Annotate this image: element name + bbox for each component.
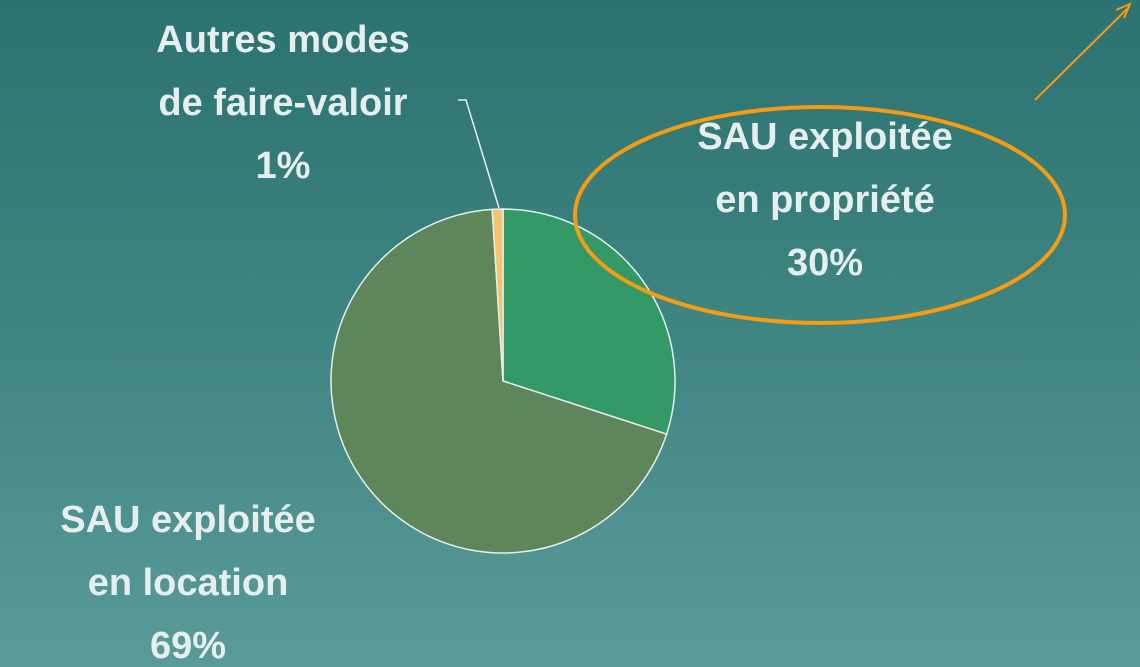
value-label: 69% bbox=[149, 625, 227, 667]
category-label: SAU exploitée en location bbox=[60, 499, 316, 604]
category-label: SAU exploitée en propriété bbox=[697, 116, 953, 221]
pie-slice bbox=[502, 208, 676, 436]
slice-label: Autres modes de faire-valoir 1% bbox=[143, 9, 423, 198]
leader-line bbox=[458, 99, 500, 209]
slice-label: SAU exploitée en propriété 30% bbox=[685, 106, 965, 295]
pointer-line bbox=[1034, 7, 1129, 101]
value-label: 1% bbox=[255, 145, 311, 187]
slice-label: SAU exploitée en location 69% bbox=[48, 489, 328, 667]
pie-slice bbox=[491, 208, 504, 382]
category-label: Autres modes de faire-valoir bbox=[156, 19, 410, 124]
pie-slice bbox=[330, 208, 668, 554]
pie bbox=[330, 208, 676, 554]
pointer-arrow bbox=[1115, 2, 1132, 19]
value-label: 30% bbox=[786, 242, 864, 284]
highlight-ellipse bbox=[573, 105, 1067, 325]
